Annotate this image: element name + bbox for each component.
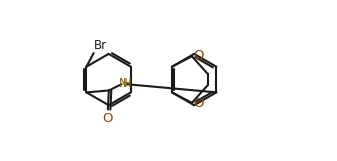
Text: N: N [119, 77, 128, 90]
Text: O: O [193, 49, 204, 62]
Text: O: O [103, 112, 113, 125]
Text: O: O [193, 97, 204, 110]
Text: H: H [123, 77, 131, 90]
Text: Br: Br [94, 39, 108, 52]
